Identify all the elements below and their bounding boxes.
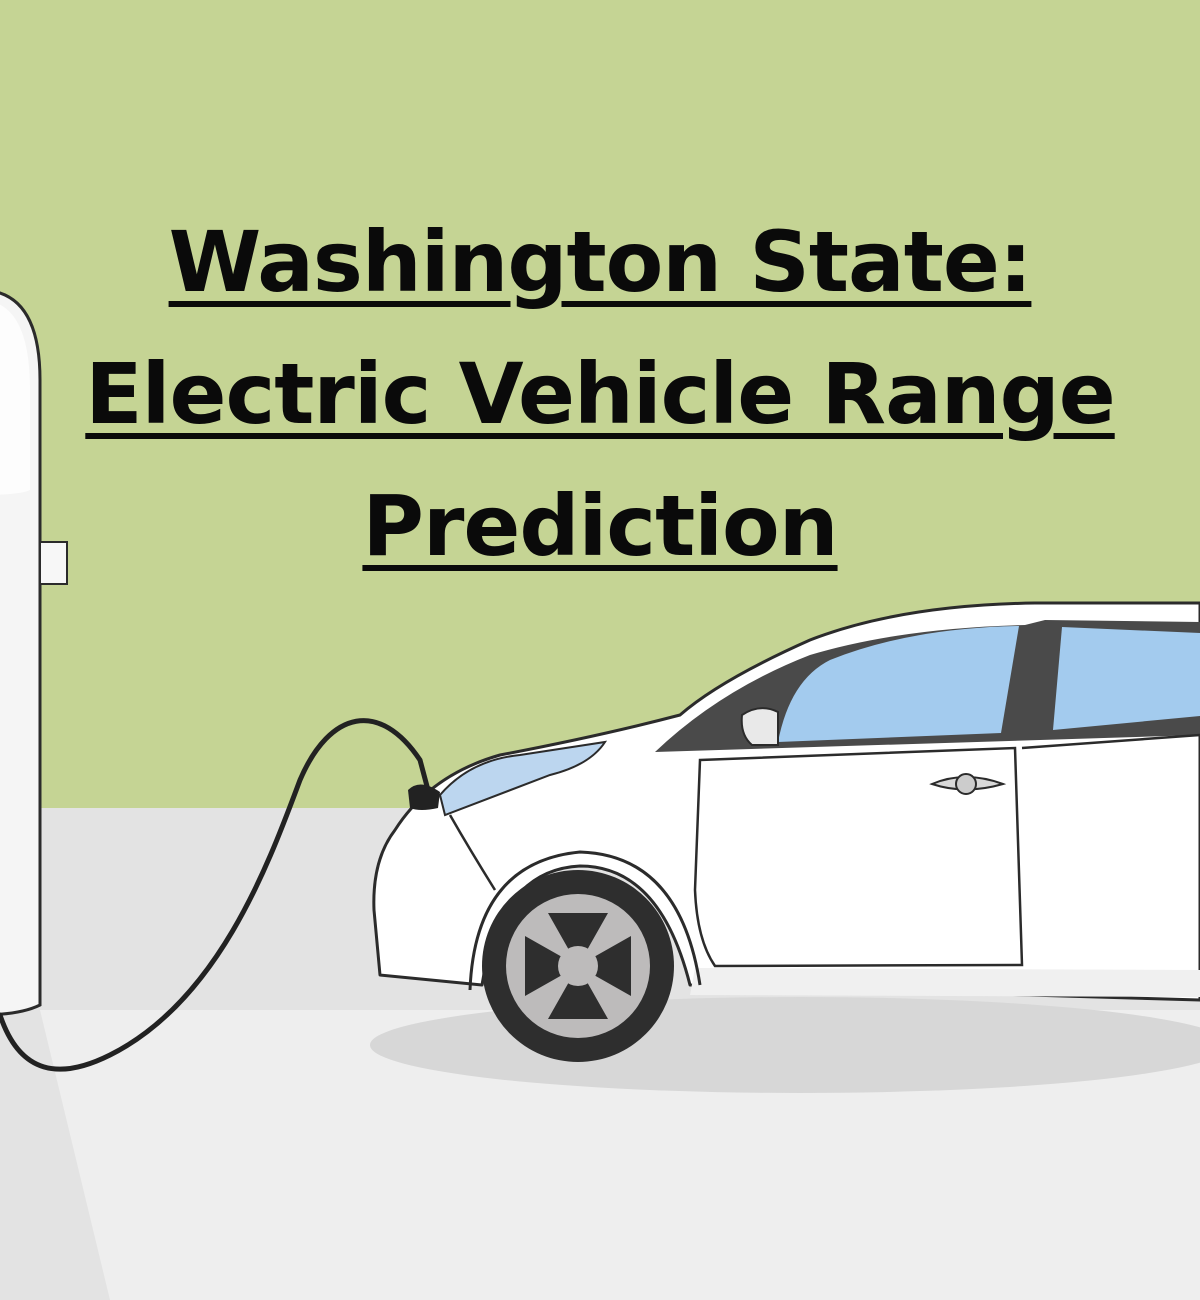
- car-front-window: [778, 626, 1019, 742]
- electric-car-icon: [372, 601, 1200, 1062]
- title-line-3: Prediction: [362, 477, 838, 575]
- car-rear-window: [1053, 627, 1200, 730]
- page-title: Washington State: Electric Vehicle Range…: [0, 196, 1200, 592]
- car-mirror: [740, 707, 779, 746]
- charging-station-icon: [0, 291, 68, 1016]
- car-headlight: [438, 740, 608, 817]
- title-line-1: Washington State:: [168, 213, 1033, 311]
- title-line-2: Electric Vehicle Range: [85, 345, 1115, 443]
- charging-cable-icon: [0, 718, 431, 1072]
